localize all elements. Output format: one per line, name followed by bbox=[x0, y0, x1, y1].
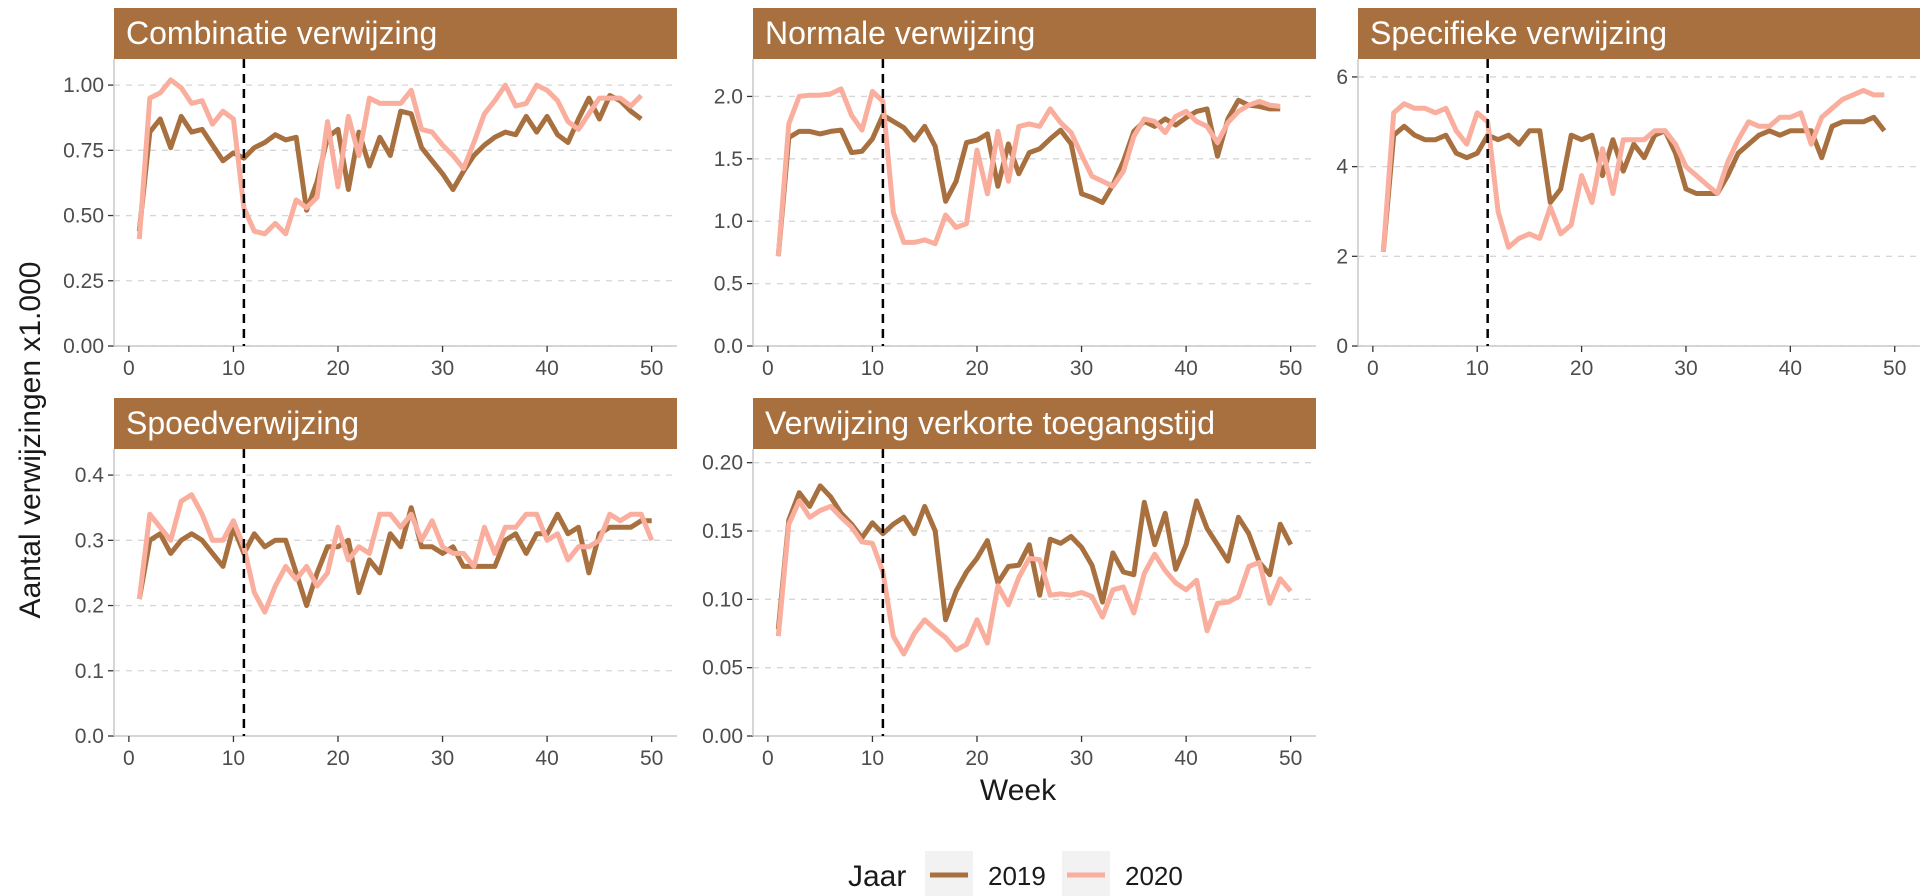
y-tick-label: 0.5 bbox=[714, 273, 743, 296]
x-tick-label: 30 bbox=[431, 747, 454, 770]
panel-strip bbox=[114, 8, 677, 59]
y-tick-label: 0.3 bbox=[75, 529, 104, 552]
panel-4: Spoedverwijzing 0.0 0.1 0.2 0.3 0.4 0 10 20 30 40 5… bbox=[75, 398, 677, 770]
x-tick-label: 0 bbox=[1367, 357, 1379, 380]
y-tick-label: 0.1 bbox=[75, 660, 104, 683]
x-axis-title: Week bbox=[980, 774, 1057, 807]
facet-panels: Combinatie verwijzing0.000.250.500.751.0… bbox=[63, 8, 1920, 770]
series-line-2019 bbox=[136, 505, 652, 608]
legend: Jaar 2019 2020 bbox=[848, 851, 1183, 896]
x-tick-label: 50 bbox=[640, 357, 663, 380]
series-line-2020 bbox=[775, 498, 1293, 657]
y-tick-label: 0.00 bbox=[702, 725, 743, 748]
x-tick-label: 50 bbox=[1279, 357, 1302, 380]
panel-2: Normale verwijzing 0.0 0.5 1.0 1.5 2.0 0 10 20 30… bbox=[714, 8, 1316, 380]
y-tick-label: 0.25 bbox=[63, 270, 104, 293]
x-tick-label: 30 bbox=[1070, 357, 1093, 380]
x-tick-label: 20 bbox=[326, 747, 349, 770]
x-tick-label: 30 bbox=[1674, 357, 1697, 380]
x-tick-label: 20 bbox=[326, 357, 349, 380]
y-tick-label: 2 bbox=[1336, 245, 1348, 268]
x-tick-label: 0 bbox=[762, 747, 774, 770]
x-tick-label: 30 bbox=[1070, 747, 1093, 770]
panel-strip bbox=[753, 398, 1316, 449]
x-tick-label: 10 bbox=[861, 747, 884, 770]
series-line-2019 bbox=[136, 93, 643, 232]
x-tick-label: 40 bbox=[1779, 357, 1802, 380]
y-tick-label: 0.75 bbox=[63, 139, 104, 162]
y-tick-label: 0.10 bbox=[702, 588, 743, 611]
y-tick-label: 0.00 bbox=[63, 335, 104, 358]
x-tick-label: 0 bbox=[762, 357, 774, 380]
y-tick-label: 1.0 bbox=[714, 210, 743, 233]
y-tick-label: 6 bbox=[1336, 66, 1348, 89]
x-tick-label: 20 bbox=[1570, 357, 1593, 380]
y-tick-label: 0.05 bbox=[702, 657, 743, 680]
x-tick-label: 10 bbox=[222, 357, 245, 380]
legend-label-2020: 2020 bbox=[1125, 861, 1183, 891]
panel-strip bbox=[114, 398, 677, 449]
legend-label-2019: 2019 bbox=[988, 861, 1046, 891]
y-tick-label: 0.0 bbox=[714, 335, 743, 358]
y-axis-title: Aantal verwijzingen x1.000 bbox=[14, 262, 47, 619]
panel-strip bbox=[1358, 8, 1920, 59]
panel-3: Specifieke verwijzing 0 2 4 6 0 10 20 30 40 50 bbox=[1336, 8, 1920, 380]
panel-strip bbox=[753, 8, 1316, 59]
y-tick-label: 1.00 bbox=[63, 74, 104, 97]
x-tick-label: 0 bbox=[123, 357, 135, 380]
legend-item-2020: 2020 bbox=[1062, 851, 1183, 896]
x-tick-label: 20 bbox=[965, 747, 988, 770]
x-tick-label: 30 bbox=[431, 357, 454, 380]
x-tick-label: 20 bbox=[965, 357, 988, 380]
panel-title: Spoedverwijzing bbox=[126, 405, 359, 441]
legend-title: Jaar bbox=[848, 860, 906, 893]
y-tick-label: 1.5 bbox=[714, 148, 743, 171]
x-tick-label: 10 bbox=[861, 357, 884, 380]
x-tick-label: 40 bbox=[535, 357, 558, 380]
x-tick-label: 10 bbox=[1466, 357, 1489, 380]
panel-title: Verwijzing verkorte toegangstijd bbox=[765, 405, 1215, 441]
series-line-2019 bbox=[775, 97, 1281, 257]
y-tick-label: 2.0 bbox=[714, 85, 743, 108]
y-tick-label: 0.4 bbox=[75, 464, 105, 487]
x-tick-label: 10 bbox=[222, 747, 245, 770]
x-tick-label: 50 bbox=[640, 747, 663, 770]
x-tick-label: 40 bbox=[1174, 357, 1197, 380]
series-line-2020 bbox=[775, 86, 1281, 257]
x-tick-label: 50 bbox=[1279, 747, 1302, 770]
y-tick-label: 0.50 bbox=[63, 205, 104, 228]
panel-1: Combinatie verwijzing 0.00 0.25 0.50 0.75 1.0… bbox=[63, 8, 677, 380]
series-line-2020 bbox=[136, 77, 643, 240]
legend-item-2019: 2019 bbox=[925, 851, 1046, 896]
series-line-2020 bbox=[1380, 87, 1885, 252]
panel-5: Verwijzing verkorte toegangstijd 0.00 0.05… bbox=[702, 398, 1316, 770]
x-tick-label: 0 bbox=[123, 747, 135, 770]
x-tick-label: 50 bbox=[1883, 357, 1906, 380]
series-line-2020 bbox=[136, 492, 655, 615]
panel-title: Specifieke verwijzing bbox=[1370, 15, 1667, 51]
panel-title: Normale verwijzing bbox=[765, 15, 1035, 51]
y-tick-label: 4 bbox=[1336, 156, 1348, 179]
y-tick-label: 0.15 bbox=[702, 520, 743, 543]
x-tick-label: 40 bbox=[535, 747, 558, 770]
y-tick-label: 0.2 bbox=[75, 595, 104, 618]
x-tick-label: 40 bbox=[1174, 747, 1197, 770]
series-line-2019 bbox=[1380, 114, 1887, 253]
series-line-2019 bbox=[775, 483, 1293, 630]
y-tick-label: 0 bbox=[1336, 335, 1348, 358]
y-tick-label: 0.20 bbox=[702, 452, 743, 475]
y-tick-label: 0.0 bbox=[75, 725, 104, 748]
panel-title: Combinatie verwijzing bbox=[126, 15, 437, 51]
